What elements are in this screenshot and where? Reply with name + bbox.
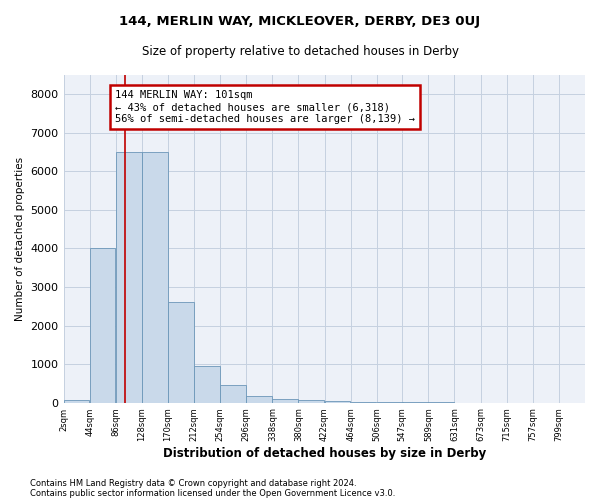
Text: Contains HM Land Registry data © Crown copyright and database right 2024.: Contains HM Land Registry data © Crown c…	[30, 478, 356, 488]
Bar	[272, 398, 298, 402]
Bar	[89, 248, 115, 402]
Bar	[298, 400, 324, 402]
X-axis label: Distribution of detached houses by size in Derby: Distribution of detached houses by size …	[163, 447, 486, 460]
Bar	[220, 385, 246, 402]
Text: 144 MERLIN WAY: 101sqm
← 43% of detached houses are smaller (6,318)
56% of semi-: 144 MERLIN WAY: 101sqm ← 43% of detached…	[115, 90, 415, 124]
Text: Size of property relative to detached houses in Derby: Size of property relative to detached ho…	[142, 45, 458, 58]
Bar	[246, 396, 272, 402]
Bar	[325, 401, 350, 402]
Bar	[116, 152, 142, 403]
Bar	[142, 152, 167, 403]
Bar	[64, 400, 89, 402]
Text: 144, MERLIN WAY, MICKLEOVER, DERBY, DE3 0UJ: 144, MERLIN WAY, MICKLEOVER, DERBY, DE3 …	[119, 15, 481, 28]
Text: Contains public sector information licensed under the Open Government Licence v3: Contains public sector information licen…	[30, 488, 395, 498]
Y-axis label: Number of detached properties: Number of detached properties	[15, 156, 25, 321]
Bar	[168, 302, 194, 402]
Bar	[194, 366, 220, 403]
